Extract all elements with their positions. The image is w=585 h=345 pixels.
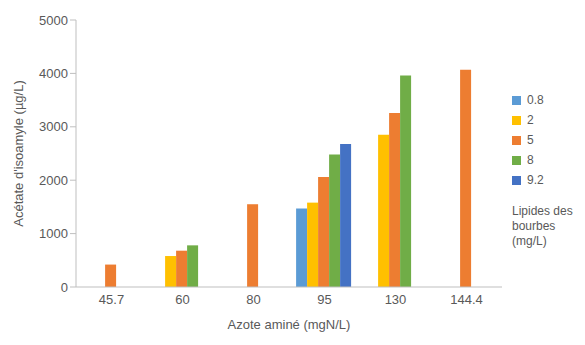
html-text:5: 5 bbox=[527, 133, 534, 147]
html-text:Lipides des bourbes (mg/L): Lipides des bourbes (mg/L) bbox=[512, 204, 573, 248]
svg-text:2000: 2000 bbox=[39, 173, 68, 188]
svg-text:60: 60 bbox=[175, 292, 189, 307]
html-text:9.2: 9.2 bbox=[527, 173, 544, 187]
svg-text:Acétate d'isoamyle (µg/L): Acétate d'isoamyle (µg/L) bbox=[11, 80, 26, 227]
html-text:8: 8 bbox=[527, 153, 534, 167]
html-text:0.8: 0.8 bbox=[527, 93, 544, 107]
svg-text:130: 130 bbox=[385, 292, 407, 307]
svg-text:3000: 3000 bbox=[39, 119, 68, 134]
svg-text:144.4: 144.4 bbox=[450, 292, 483, 307]
svg-text:0: 0 bbox=[61, 280, 68, 295]
svg-text:80: 80 bbox=[246, 292, 260, 307]
svg-text:4000: 4000 bbox=[39, 66, 68, 81]
svg-text:1000: 1000 bbox=[39, 226, 68, 241]
svg-text:45.7: 45.7 bbox=[99, 292, 124, 307]
svg-text:Azote aminé (mgN/L): Azote aminé (mgN/L) bbox=[228, 317, 351, 332]
svg-text:95: 95 bbox=[317, 292, 331, 307]
html-text:2: 2 bbox=[527, 113, 534, 127]
svg-text:5000: 5000 bbox=[39, 13, 68, 28]
